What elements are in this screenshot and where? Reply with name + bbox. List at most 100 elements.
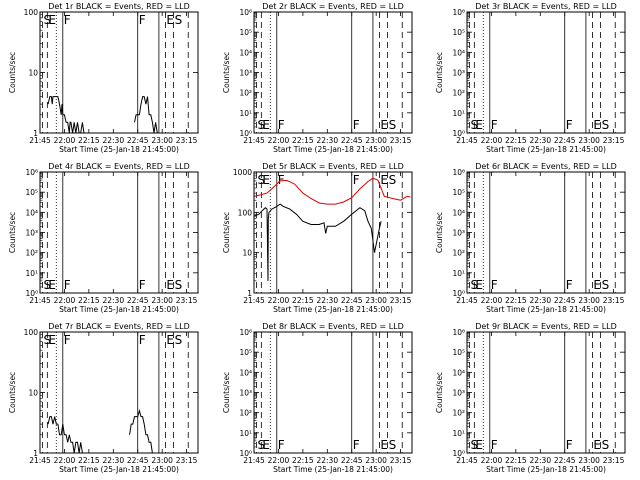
series-line: [129, 408, 154, 454]
event-marker-label: S: [602, 438, 610, 452]
event-marker-label: E: [48, 278, 56, 292]
x-tick-label: 22:30: [316, 296, 338, 305]
x-tick-label: 22:30: [102, 456, 124, 465]
y-axis-label: Counts/sec: [435, 372, 444, 413]
x-tick-label: 23:00: [151, 296, 173, 305]
event-marker-label: F: [491, 118, 498, 132]
chart-title: Det 1r BLACK = Events, RED = LLD: [48, 2, 190, 11]
x-axis-label: Start Time (25-Jan-18 21:45:00): [273, 145, 393, 154]
plot-frame: [253, 171, 413, 294]
x-tick-label: 23:15: [390, 136, 412, 145]
plot-frame: [466, 331, 626, 454]
x-tick-label: 22:30: [529, 296, 551, 305]
y-tick-label: 10¹: [25, 269, 38, 278]
y-axis-label: Counts/sec: [8, 52, 17, 93]
y-tick-label: 10⁵: [239, 348, 252, 357]
y-tick-label: 10⁴: [452, 48, 465, 57]
x-tick-label: 23:00: [578, 456, 600, 465]
x-axis-label: Start Time (25-Jan-18 21:45:00): [486, 465, 606, 474]
y-tick-label: 100: [238, 208, 253, 217]
event-marker-label: S: [389, 438, 397, 452]
y-tick-label: 10⁰: [452, 129, 465, 138]
event-marker-label: F: [139, 278, 146, 292]
x-tick-label: 23:15: [390, 296, 412, 305]
x-tick-label: 21:45: [456, 136, 478, 145]
y-tick-label: 10¹: [452, 429, 465, 438]
chart-title: Det 5r BLACK = Events, RED = LLD: [262, 162, 404, 171]
plot-frame: [466, 171, 626, 294]
chart-title: Det 4r BLACK = Events, RED = LLD: [48, 162, 190, 171]
y-tick-label: 1: [33, 129, 38, 138]
x-axis-label: Start Time (25-Jan-18 21:45:00): [486, 145, 606, 154]
x-tick-label: 22:15: [78, 296, 100, 305]
chart-title: Det 6r BLACK = Events, RED = LLD: [475, 162, 617, 171]
y-tick-label: 10⁰: [25, 289, 38, 298]
y-tick-label: 10: [242, 249, 252, 258]
plot-frame: [39, 171, 199, 294]
x-tick-label: 21:45: [456, 296, 478, 305]
x-tick-label: 23:00: [365, 296, 387, 305]
y-axis-label: Counts/sec: [8, 372, 17, 413]
x-tick-label: 22:00: [54, 136, 76, 145]
event-marker-label: E: [380, 438, 388, 452]
x-tick-label: 23:00: [365, 456, 387, 465]
x-tick-label: 21:45: [456, 456, 478, 465]
plot-frame: [39, 331, 199, 454]
event-marker-label: F: [566, 118, 573, 132]
y-tick-label: 10⁵: [25, 188, 38, 197]
x-axis-label: Start Time (25-Jan-18 21:45:00): [273, 465, 393, 474]
y-tick-label: 10³: [25, 229, 38, 238]
event-marker-label: E: [475, 118, 483, 132]
y-tick-label: 10¹: [452, 269, 465, 278]
y-tick-label: 10⁶: [452, 328, 465, 337]
x-tick-label: 22:45: [127, 296, 149, 305]
x-tick-label: 22:45: [127, 136, 149, 145]
x-tick-label: 22:15: [505, 456, 527, 465]
y-axis-label: Counts/sec: [8, 212, 17, 253]
x-tick-label: 23:15: [176, 456, 198, 465]
x-tick-label: 22:00: [481, 296, 503, 305]
x-tick-label: 22:00: [54, 296, 76, 305]
chart-title: Det 8r BLACK = Events, RED = LLD: [262, 322, 404, 331]
x-tick-label: 23:15: [603, 296, 625, 305]
chart-title: Det 3r BLACK = Events, RED = LLD: [475, 2, 617, 11]
event-marker-label: E: [475, 438, 483, 452]
y-tick-label: 10⁶: [25, 168, 38, 177]
x-tick-label: 23:15: [176, 296, 198, 305]
y-tick-label: 10²: [452, 89, 465, 98]
x-tick-label: 22:45: [554, 456, 576, 465]
event-marker-label: F: [353, 438, 360, 452]
x-tick-label: 22:15: [505, 136, 527, 145]
x-tick-label: 21:45: [29, 456, 51, 465]
chart-title: Det 7r BLACK = Events, RED = LLD: [48, 322, 190, 331]
x-tick-label: 22:45: [341, 136, 363, 145]
event-marker-label: F: [278, 438, 285, 452]
event-marker-label: E: [380, 173, 388, 187]
x-tick-label: 23:00: [365, 136, 387, 145]
event-marker-label: E: [262, 173, 270, 187]
x-axis-label: Start Time (25-Jan-18 21:45:00): [59, 305, 179, 314]
x-tick-label: 22:15: [292, 136, 314, 145]
plot-frame: [253, 331, 413, 454]
series-line-lld: [253, 177, 411, 205]
y-tick-label: 10⁰: [239, 449, 252, 458]
y-tick-label: 10⁰: [239, 129, 252, 138]
y-tick-label: 10: [28, 69, 38, 78]
event-marker-label: E: [475, 278, 483, 292]
y-tick-label: 10⁵: [239, 28, 252, 37]
x-tick-label: 22:45: [127, 456, 149, 465]
series-line: [47, 416, 84, 454]
x-tick-label: 23:00: [578, 136, 600, 145]
y-axis-label: Counts/sec: [222, 372, 231, 413]
x-tick-label: 21:45: [29, 296, 51, 305]
x-tick-label: 23:00: [578, 296, 600, 305]
event-marker-label: S: [602, 278, 610, 292]
series-line-events: [253, 203, 382, 281]
y-tick-label: 10⁴: [452, 208, 465, 217]
y-tick-label: 1: [247, 289, 252, 298]
